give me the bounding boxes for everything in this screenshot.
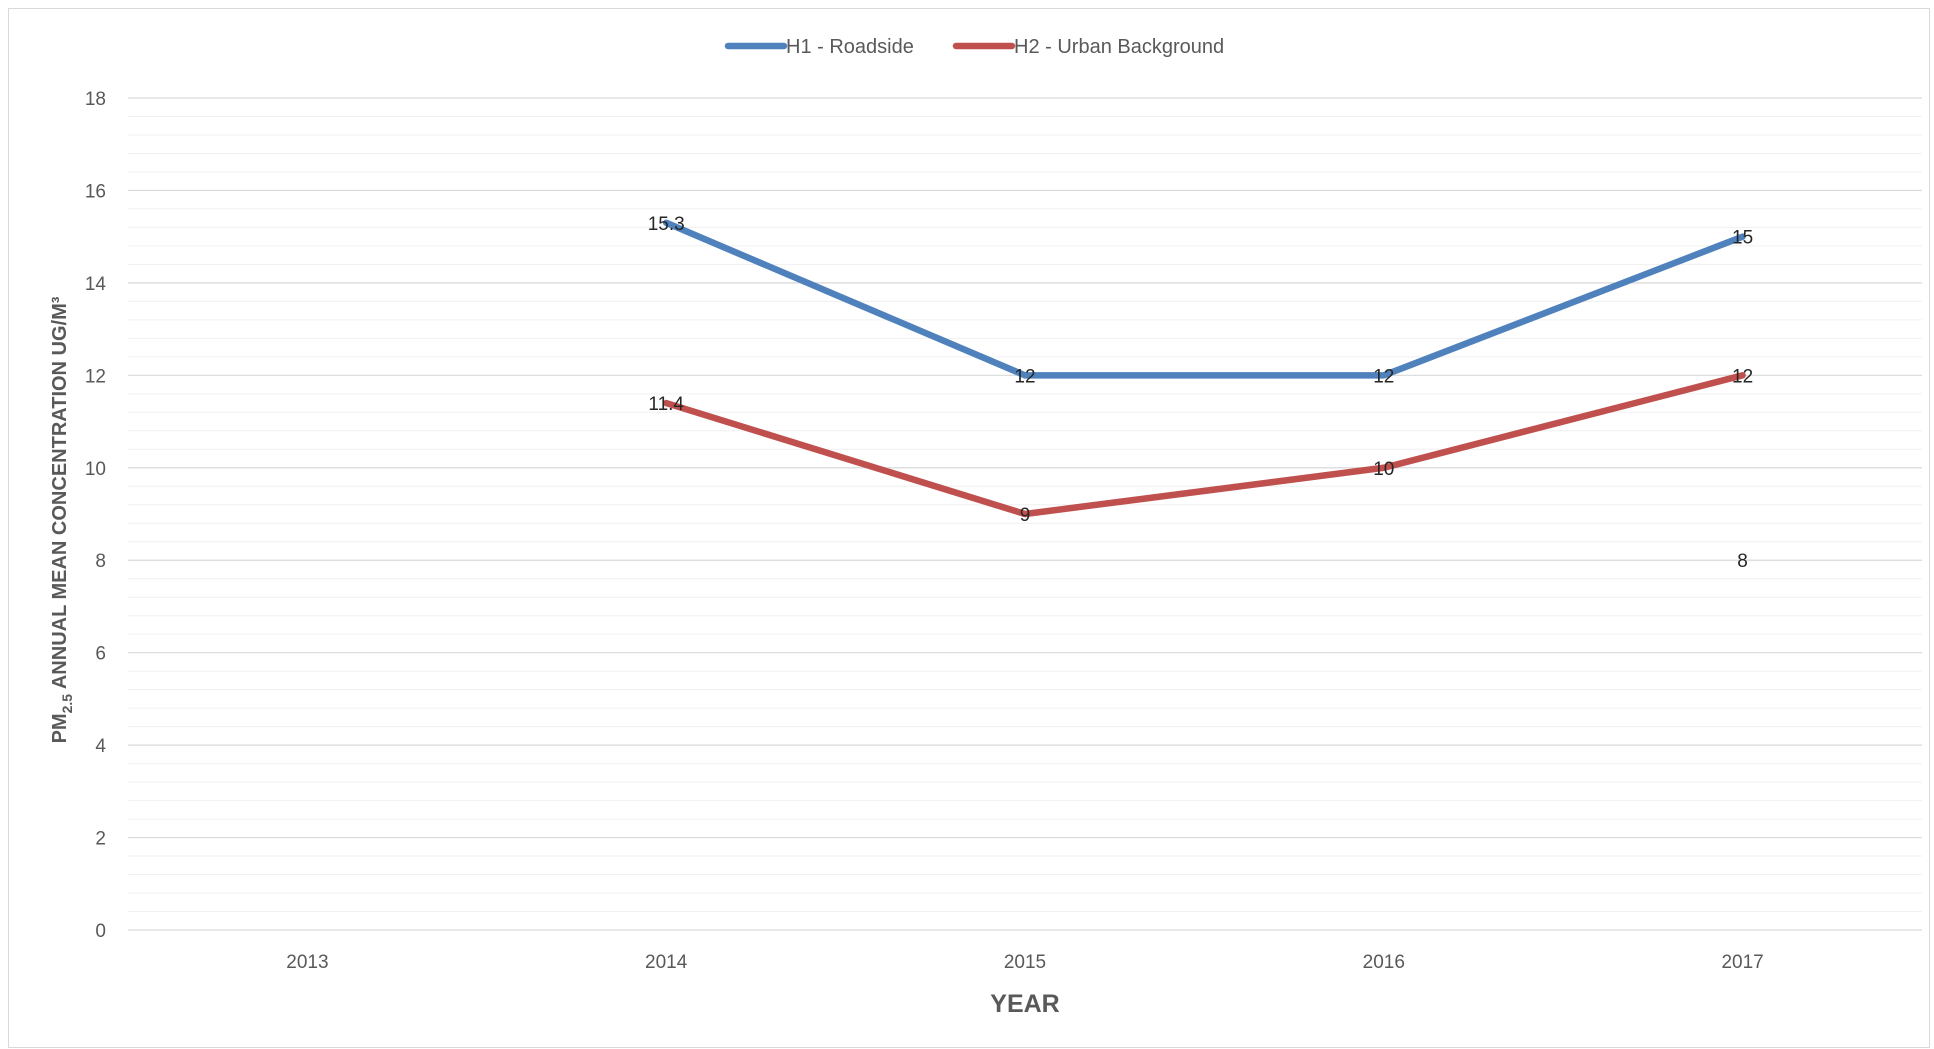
y-axis-title: PM2.5 ANNUAL MEAN CONCENTRATION UG/M³	[49, 296, 75, 743]
data-label: 9	[1020, 505, 1031, 526]
y-tick-label: 8	[95, 551, 106, 572]
data-labels: 15.3 12 12 15 11.4 9 10 12 8	[648, 214, 1753, 572]
y-tick-label: 12	[85, 366, 106, 387]
x-tick-label: 2017	[1721, 952, 1763, 973]
data-label: 11.4	[648, 394, 684, 415]
series-line-1	[662, 219, 1746, 379]
y-axis-title-prefix: PM	[49, 713, 71, 743]
legend-label-1: H1 - Roadside	[786, 36, 914, 58]
data-label: 15.3	[648, 214, 685, 235]
y-axis-tick-labels: 0 2 4 6 8 10 12 14 16 18	[85, 89, 107, 942]
x-tick-label: 2015	[1004, 952, 1046, 973]
annotation-label: 8	[1737, 551, 1748, 572]
x-tick-label: 2013	[286, 952, 328, 973]
series-line-2	[662, 372, 1746, 518]
y-axis-title-subscript: 2.5	[59, 694, 75, 714]
series-lines	[662, 219, 1746, 518]
legend-label-2: H2 - Urban Background	[1014, 36, 1224, 58]
y-tick-label: 18	[85, 89, 106, 110]
data-label: 12	[1014, 366, 1035, 387]
y-tick-label: 10	[85, 459, 106, 480]
x-tick-label: 2016	[1363, 952, 1405, 973]
legend: H1 - Roadside H2 - Urban Background	[724, 36, 1224, 58]
data-label: 12	[1732, 366, 1753, 387]
data-label: 15	[1732, 228, 1753, 249]
y-tick-label: 4	[95, 736, 106, 757]
x-axis-tick-labels: 2013 2014 2015 2016 2017	[286, 952, 1763, 973]
data-label: 10	[1373, 459, 1394, 480]
y-tick-label: 16	[85, 181, 106, 202]
y-tick-label: 2	[95, 829, 106, 850]
data-label: 12	[1373, 366, 1394, 387]
minor-gridlines	[128, 115, 1922, 913]
y-tick-label: 14	[85, 274, 107, 295]
x-axis-title: YEAR	[990, 990, 1059, 1018]
y-tick-label: 6	[95, 644, 106, 665]
x-tick-label: 2014	[645, 952, 688, 973]
y-tick-label: 0	[95, 921, 106, 942]
y-axis-title-suffix: ANNUAL MEAN CONCENTRATION UG/M³	[49, 296, 71, 694]
